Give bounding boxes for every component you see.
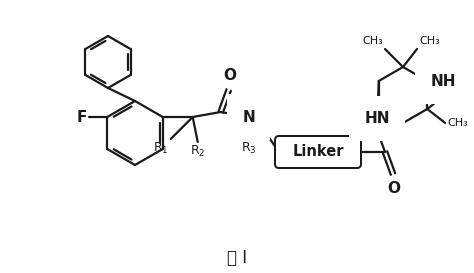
Text: F: F <box>77 109 87 124</box>
Text: NH: NH <box>430 73 456 88</box>
Text: R$_1$: R$_1$ <box>153 141 169 156</box>
Text: CH₃: CH₃ <box>419 36 440 46</box>
Text: 式 I: 式 I <box>227 249 247 267</box>
FancyBboxPatch shape <box>275 136 361 168</box>
Text: CH₃: CH₃ <box>362 36 383 46</box>
Text: Linker: Linker <box>292 144 344 159</box>
Text: O: O <box>388 181 401 196</box>
Text: CH₃: CH₃ <box>447 118 468 128</box>
Text: CH₃: CH₃ <box>447 90 468 100</box>
Text: N: N <box>242 109 255 124</box>
Text: R$_2$: R$_2$ <box>190 144 205 159</box>
Text: O: O <box>223 68 236 83</box>
Text: R$_3$: R$_3$ <box>241 141 256 156</box>
Text: HN: HN <box>364 111 390 126</box>
